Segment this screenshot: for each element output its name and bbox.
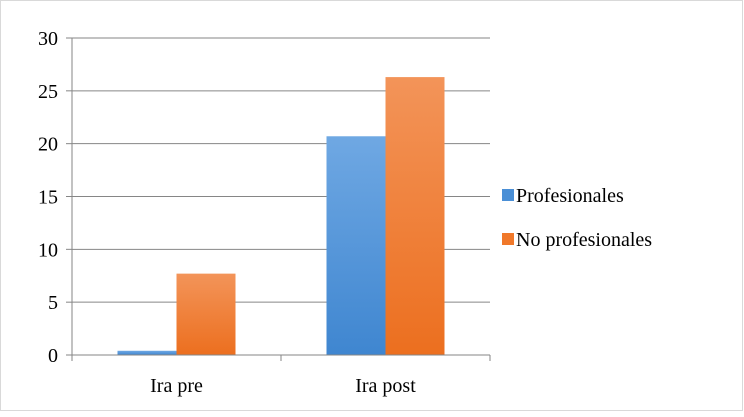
legend-swatch xyxy=(502,189,514,201)
y-tick-label: 0 xyxy=(48,345,58,367)
bars xyxy=(117,77,445,355)
axes xyxy=(71,38,491,361)
bar-profesionales-ira-pre xyxy=(117,350,177,355)
y-tick-label: 20 xyxy=(38,134,58,156)
legend-label: No profesionales xyxy=(516,229,652,251)
x-tick-label: Ira post xyxy=(355,375,416,397)
x-tick-labels: Ira pre Ira post xyxy=(150,375,416,397)
legend: Profesionales No profesionales xyxy=(502,185,652,251)
y-tick-label: 30 xyxy=(38,28,58,50)
y-tick-labels: 0 5 10 15 20 25 30 xyxy=(38,28,58,367)
y-tick-label: 15 xyxy=(38,187,58,209)
bar-no-profesionales-ira-post xyxy=(385,77,445,355)
y-tick-label: 5 xyxy=(48,292,58,314)
legend-swatch xyxy=(502,233,514,245)
x-tick-label: Ira pre xyxy=(150,375,203,397)
y-tick-label: 10 xyxy=(38,239,58,261)
bar-no-profesionales-ira-pre xyxy=(176,273,236,355)
bar-profesionales-ira-post xyxy=(326,136,386,355)
y-tick-label: 25 xyxy=(38,81,58,103)
legend-label: Profesionales xyxy=(516,185,624,207)
